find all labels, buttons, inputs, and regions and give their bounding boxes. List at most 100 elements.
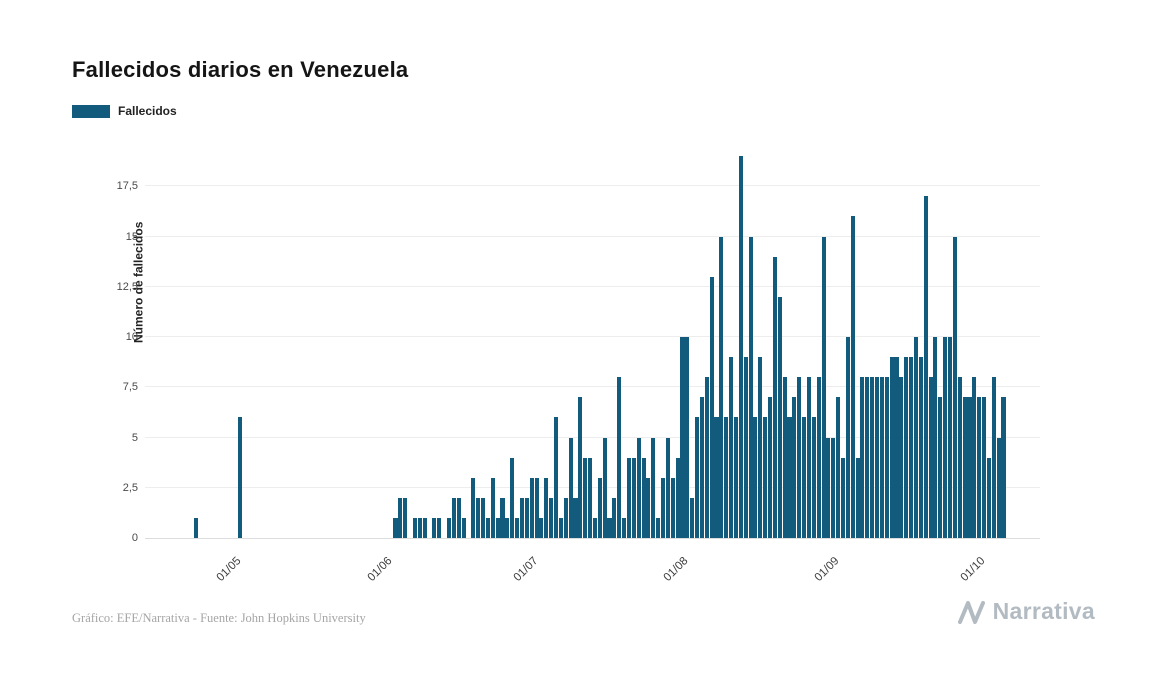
bar	[748, 236, 753, 538]
x-tick-label: 01/10	[958, 555, 988, 584]
y-tick-label: 0	[131, 532, 138, 544]
gridline	[145, 436, 1040, 438]
bar	[685, 337, 690, 538]
y-tick-label: 5	[131, 431, 138, 444]
y-tick-label: 7,5	[122, 381, 138, 394]
bar	[660, 477, 666, 538]
bar	[432, 517, 437, 538]
bar	[422, 517, 427, 538]
bar	[471, 477, 476, 538]
bar	[568, 437, 573, 538]
bar	[393, 517, 398, 538]
bar	[636, 437, 641, 538]
legend-label: Fallecidos	[118, 104, 177, 118]
bar	[490, 477, 495, 538]
bar	[845, 337, 850, 538]
narrativa-chevron-icon	[957, 600, 985, 624]
bar	[695, 417, 700, 538]
bar	[573, 497, 578, 538]
bar	[899, 377, 904, 538]
bar	[558, 517, 563, 538]
legend: Fallecidos	[72, 104, 177, 118]
bar	[714, 417, 719, 538]
bar	[709, 276, 714, 538]
bar	[792, 397, 797, 538]
bar	[529, 477, 534, 538]
y-tick-label: 15	[125, 230, 138, 243]
bar	[680, 337, 685, 538]
gridline	[145, 386, 1040, 388]
bar	[831, 437, 836, 538]
gridline	[145, 336, 1040, 337]
bar	[753, 417, 758, 538]
bar	[986, 457, 991, 538]
bar	[802, 417, 807, 538]
bar	[918, 357, 923, 538]
bar	[923, 196, 928, 538]
bar	[743, 357, 748, 538]
bar	[840, 457, 846, 538]
bar	[500, 497, 505, 538]
bar	[617, 377, 622, 538]
bar	[437, 517, 442, 538]
narrativa-logo: Narrativa	[957, 598, 1095, 625]
bar	[670, 477, 675, 538]
bar	[952, 236, 957, 538]
bar	[782, 377, 787, 538]
bar	[977, 397, 982, 538]
bar	[588, 457, 593, 538]
bar	[928, 377, 933, 538]
y-axis-ticks: 0 2,5 5 7,5 10 12,5 15 17,5	[96, 140, 138, 544]
bar	[446, 517, 452, 538]
bar	[879, 377, 884, 538]
bar	[485, 517, 490, 538]
bar	[403, 497, 408, 538]
bar	[962, 397, 967, 538]
bar	[767, 397, 773, 538]
bar	[524, 497, 529, 538]
bar	[237, 417, 242, 538]
bar	[641, 457, 646, 538]
bar	[787, 417, 792, 538]
bar	[539, 517, 544, 538]
bar	[884, 377, 889, 538]
bar	[607, 517, 612, 538]
bar	[549, 497, 554, 538]
bar	[772, 256, 777, 538]
x-tick-label: 01/07	[511, 555, 541, 584]
bar	[417, 517, 422, 538]
gridline	[145, 486, 1040, 488]
y-tick-label: 2,5	[122, 481, 138, 494]
bar	[865, 377, 870, 538]
bar	[758, 357, 763, 538]
bar	[622, 517, 627, 538]
bar	[592, 517, 597, 538]
bar	[476, 497, 481, 538]
bar	[544, 477, 549, 538]
bar	[826, 437, 831, 538]
bar	[646, 477, 651, 538]
bar	[894, 357, 899, 538]
bar	[398, 497, 403, 538]
plot-area	[145, 140, 1040, 539]
bar	[631, 457, 636, 538]
bar	[733, 417, 739, 538]
bar	[665, 437, 670, 538]
bar	[943, 337, 948, 538]
gridline	[145, 235, 1040, 237]
bar	[947, 337, 953, 538]
bar	[875, 377, 880, 538]
bar	[821, 236, 826, 538]
bar	[972, 377, 977, 538]
narrativa-logo-text: Narrativa	[992, 598, 1095, 624]
bar	[957, 377, 962, 538]
bar	[515, 517, 520, 538]
bar	[1001, 397, 1006, 538]
bar	[505, 517, 510, 538]
bar	[651, 437, 656, 538]
bar	[553, 417, 559, 538]
bar	[481, 497, 486, 538]
bar	[909, 357, 914, 538]
bar	[602, 437, 607, 538]
